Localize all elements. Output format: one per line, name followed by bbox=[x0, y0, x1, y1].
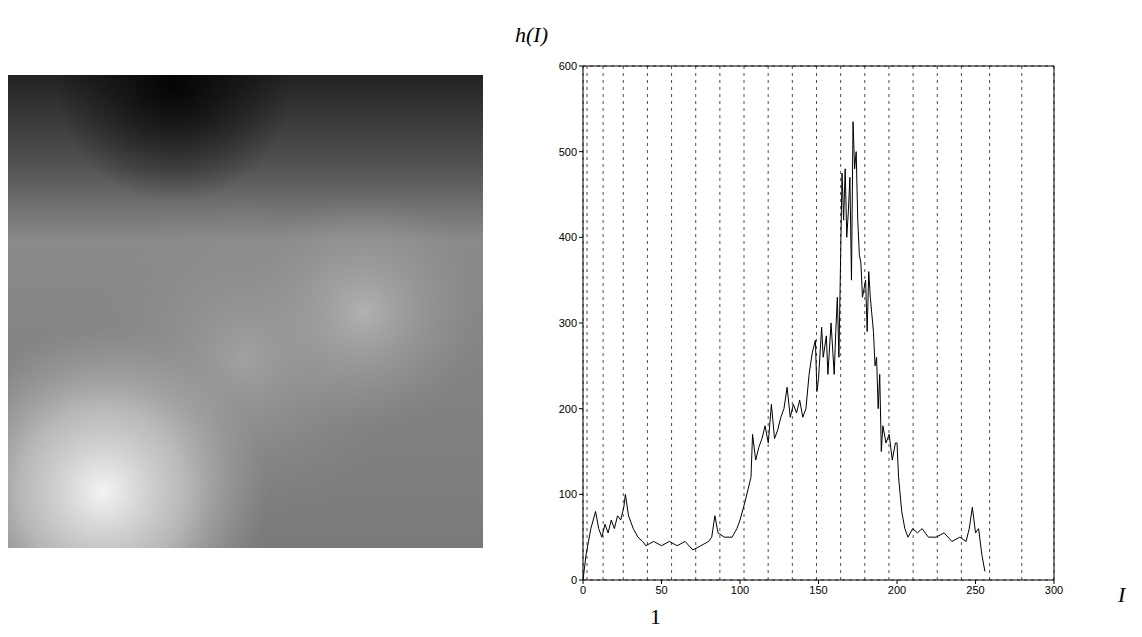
svg-text:50: 50 bbox=[655, 584, 667, 596]
svg-text:600: 600 bbox=[559, 60, 577, 72]
svg-text:400: 400 bbox=[559, 231, 577, 243]
svg-text:0: 0 bbox=[571, 574, 577, 586]
svg-text:100: 100 bbox=[731, 584, 749, 596]
svg-text:100: 100 bbox=[559, 488, 577, 500]
html-text:1: 1 bbox=[650, 604, 661, 629]
svg-text:150: 150 bbox=[809, 584, 827, 596]
svg-text:0: 0 bbox=[580, 584, 586, 596]
svg-text:200: 200 bbox=[559, 403, 577, 415]
html-text:h(I): h(I) bbox=[515, 22, 548, 47]
html-text:I: I bbox=[1118, 582, 1126, 607]
svg-text:200: 200 bbox=[888, 584, 906, 596]
svg-text:300: 300 bbox=[559, 317, 577, 329]
svg-text:250: 250 bbox=[966, 584, 984, 596]
svg-text:300: 300 bbox=[1045, 584, 1063, 596]
svg-text:500: 500 bbox=[559, 146, 577, 158]
